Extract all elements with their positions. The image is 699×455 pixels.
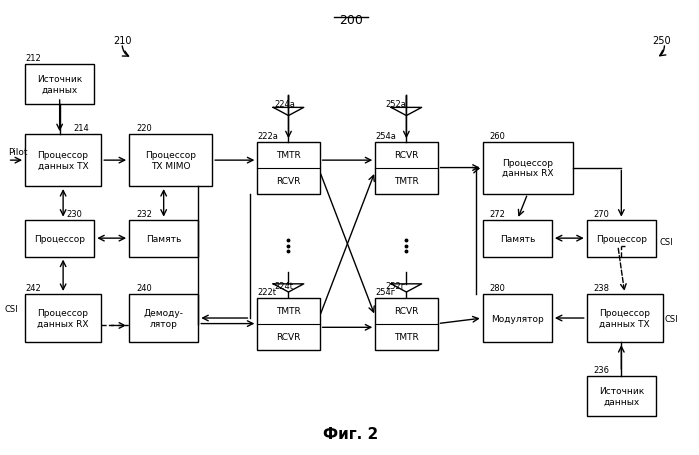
Text: 210: 210 [114,36,132,46]
Text: Процессор
данных RX: Процессор данных RX [37,308,89,328]
Text: Процессор
данных TX: Процессор данных TX [38,151,89,171]
Bar [25,65,94,105]
Text: 224a: 224a [275,100,296,109]
Text: Процессор
данных TX: Процессор данных TX [599,308,650,328]
Text: 252a: 252a [386,100,406,109]
Text: 222t: 222t [257,287,276,296]
Text: 280: 280 [489,283,505,293]
Text: TMTR: TMTR [394,332,419,341]
Text: Процессор: Процессор [34,234,85,243]
Text: RCVR: RCVR [394,151,419,160]
Text: 260: 260 [489,131,505,141]
Text: Процессор: Процессор [596,234,647,243]
Text: 242: 242 [25,283,41,293]
Text: Модулятор: Модулятор [491,314,544,323]
Bar [129,294,199,343]
Bar [482,142,572,194]
Text: TMTR: TMTR [276,306,301,315]
Text: 222a: 222a [257,131,278,141]
Bar [25,294,101,343]
Bar [375,298,438,350]
Bar [375,142,438,194]
Bar [482,294,552,343]
Bar [257,142,319,194]
Text: Фиг. 2: Фиг. 2 [323,426,379,440]
Text: TMTR: TMTR [394,177,419,186]
Text: 214: 214 [73,124,89,133]
Text: Процессор
данных RX: Процессор данных RX [502,158,554,178]
Text: 224t: 224t [275,282,294,291]
Text: Источник
данных: Источник данных [37,75,82,95]
Text: 252г: 252г [386,282,405,291]
Text: 238: 238 [593,283,610,293]
Bar [586,294,663,343]
Text: 232: 232 [136,209,152,218]
Bar [586,376,656,416]
Text: TMTR: TMTR [276,151,301,160]
Text: 240: 240 [136,283,152,293]
Text: 270: 270 [593,209,610,218]
Text: 250: 250 [653,36,671,46]
Text: 254a: 254a [375,131,396,141]
Text: Память: Память [146,234,181,243]
Text: 254г: 254г [375,287,396,296]
Bar [25,135,101,187]
Text: RCVR: RCVR [394,306,419,315]
Text: CSI: CSI [659,237,673,246]
Text: 212: 212 [25,54,41,62]
Text: Источник
данных: Источник данных [599,386,644,406]
Bar [586,220,656,257]
Bar [129,135,212,187]
Bar [25,220,94,257]
Text: Демоду-
лятор: Демоду- лятор [144,308,184,328]
Text: 200: 200 [339,15,363,27]
Text: RCVR: RCVR [276,177,301,186]
Text: 236: 236 [593,365,610,374]
Text: Память: Память [500,234,535,243]
Text: 220: 220 [136,124,152,133]
Text: 272: 272 [489,209,505,218]
Text: Процессор
TX MIMO: Процессор TX MIMO [145,151,196,171]
Text: RCVR: RCVR [276,332,301,341]
Bar [257,298,319,350]
Text: Pilot: Pilot [8,148,27,157]
Bar [482,220,552,257]
Text: CSI: CSI [664,314,678,323]
Text: 230: 230 [66,209,82,218]
Bar [129,220,199,257]
Text: CSI: CSI [4,304,18,313]
